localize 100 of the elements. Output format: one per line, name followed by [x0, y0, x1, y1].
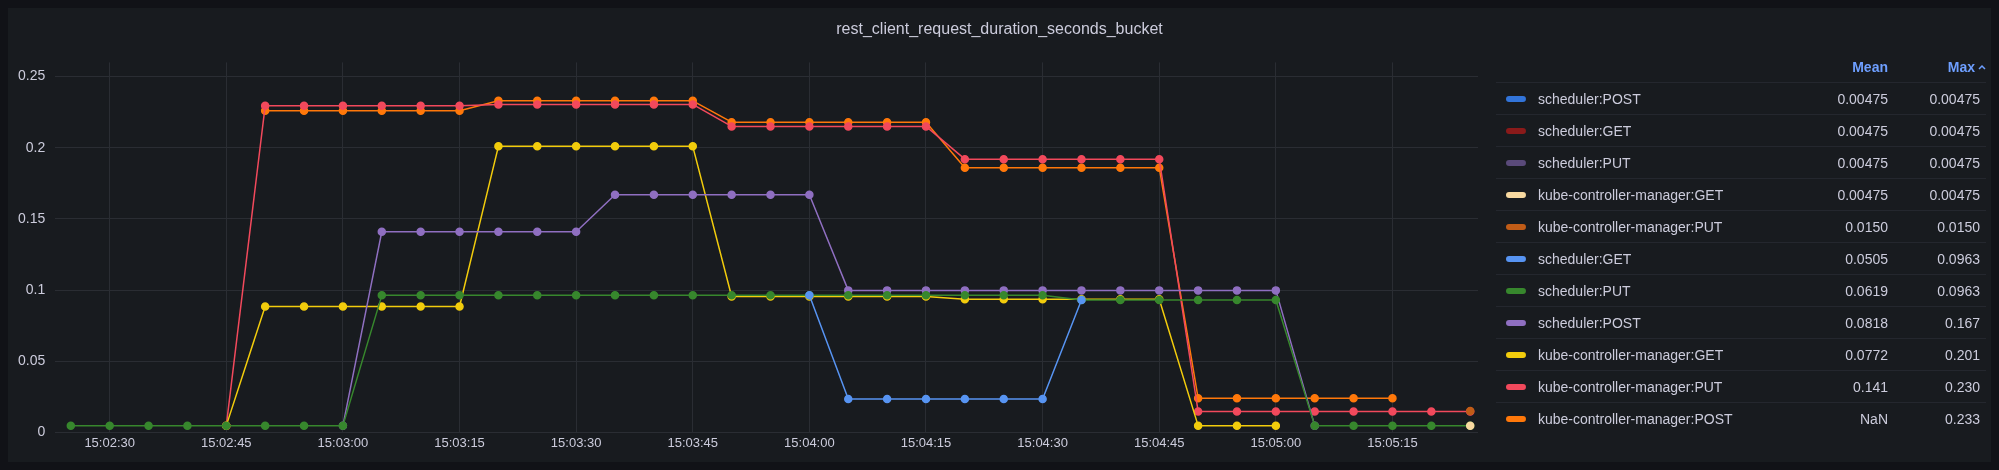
point [1038, 394, 1047, 404]
point [727, 190, 736, 199]
point [960, 163, 970, 172]
point [455, 101, 464, 111]
point [1232, 286, 1242, 295]
point [299, 302, 309, 311]
point [1116, 163, 1125, 172]
point [377, 291, 387, 300]
point [455, 227, 464, 236]
point [533, 291, 542, 300]
y-tick-label: 0.2 [25, 138, 46, 155]
point [377, 101, 387, 111]
point [1232, 407, 1242, 416]
point [1271, 295, 1281, 305]
point [144, 421, 153, 430]
chart-title: rest_client_request_duration_seconds_bucket [835, 19, 1164, 39]
point [844, 394, 853, 404]
y-tick-label: 0 [37, 423, 46, 440]
point [260, 302, 270, 311]
point [649, 100, 659, 109]
x-tick-label: 15:04:30 [1017, 434, 1068, 450]
point [1154, 286, 1164, 295]
point [455, 291, 464, 300]
y-tick-label: 0.25 [18, 67, 46, 84]
point [66, 421, 76, 430]
point [416, 227, 425, 236]
point [610, 291, 620, 300]
point [1232, 394, 1242, 403]
point [1427, 407, 1436, 416]
point [688, 142, 698, 151]
legend-label: kube-controller-manager:PUT [1538, 378, 1724, 395]
point [416, 101, 425, 111]
point [882, 394, 892, 404]
point [1349, 394, 1358, 403]
text: 0.0150 [1936, 218, 1981, 235]
point [1116, 154, 1125, 164]
legend-label: kube-controller-manager:PUT [1538, 218, 1724, 235]
point [1271, 286, 1281, 295]
point [1038, 154, 1047, 164]
y-tick-label: 0.15 [18, 209, 46, 226]
point [1271, 407, 1281, 416]
point [105, 421, 114, 430]
point [960, 394, 970, 404]
point [882, 122, 892, 131]
point [688, 291, 698, 300]
text: 0.0619 [1844, 282, 1888, 299]
point [494, 291, 503, 300]
point [1154, 154, 1164, 164]
x-tick-label: 15:04:45 [1133, 434, 1185, 450]
point [416, 302, 425, 311]
point [960, 154, 970, 164]
x-tick-label: 15:02:45 [200, 434, 252, 450]
text: 0.00475 [1928, 186, 1981, 203]
legend-label: kube-controller-manager:POST [1538, 410, 1734, 427]
point [766, 190, 775, 199]
point [1077, 286, 1086, 295]
point [338, 302, 348, 311]
point [649, 142, 659, 151]
point [688, 190, 698, 199]
text: NaN [1859, 410, 1888, 427]
point [377, 227, 387, 236]
text: 0.00475 [1836, 186, 1888, 203]
point [610, 142, 620, 151]
legend-label: scheduler:PUT [1538, 282, 1632, 299]
point [416, 291, 425, 300]
point [260, 421, 270, 430]
x-tick-label: 15:02:30 [84, 434, 135, 450]
point [1193, 286, 1203, 295]
point [999, 291, 1008, 300]
point [338, 101, 348, 111]
point [999, 163, 1008, 172]
point [1349, 407, 1358, 416]
legend-label: kube-controller-manager:GET [1538, 346, 1725, 363]
text: 0.0505 [1844, 250, 1888, 267]
text: 0.0963 [1936, 250, 1981, 267]
text: 0.00475 [1928, 90, 1981, 107]
point [649, 190, 659, 199]
point [1232, 295, 1242, 305]
point [960, 291, 970, 300]
point [571, 227, 581, 236]
point [533, 227, 542, 236]
point [1232, 421, 1242, 430]
legend-label: scheduler:GET [1538, 122, 1633, 139]
point [183, 421, 192, 430]
point [1349, 421, 1358, 430]
point [610, 100, 620, 109]
y-tick-label: 0.1 [25, 280, 46, 297]
text: 0.0963 [1936, 282, 1981, 299]
point [1271, 421, 1281, 430]
legend-label: scheduler:POST [1538, 314, 1642, 331]
point [1038, 291, 1047, 300]
point [494, 142, 503, 151]
point [727, 122, 736, 131]
text: 0.141 [1851, 378, 1888, 395]
point [1271, 394, 1281, 403]
x-tick-label: 15:05:15 [1367, 434, 1418, 450]
point [1193, 421, 1203, 430]
x-tick-label: 15:04:15 [900, 434, 952, 450]
x-tick-label: 15:04:00 [784, 434, 835, 450]
text: 0.00475 [1836, 122, 1888, 139]
